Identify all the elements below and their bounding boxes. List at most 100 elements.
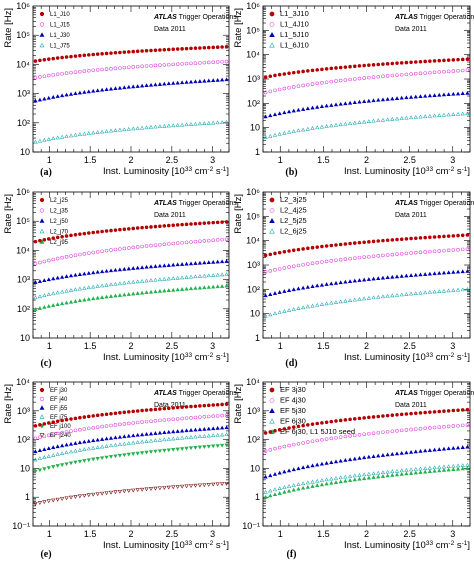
data-series: [263, 57, 470, 79]
data-point: [277, 87, 282, 92]
data-point: [171, 406, 175, 410]
data-point: [324, 124, 329, 128]
data-point: [277, 250, 282, 255]
data-point: [82, 271, 87, 276]
data-point: [343, 65, 348, 69]
data-point: [404, 60, 409, 65]
data-point: [371, 471, 376, 476]
data-point: [376, 474, 381, 479]
data-point: [310, 284, 315, 288]
data-point: [211, 426, 216, 431]
data-point: [51, 420, 56, 424]
data-point: [55, 94, 60, 98]
data-point: [272, 487, 278, 492]
data-point: [78, 427, 82, 432]
data-point: [306, 423, 310, 427]
data-point: [451, 69, 456, 73]
data-point: [153, 431, 158, 435]
data-point: [211, 220, 215, 225]
data-point: [357, 476, 362, 481]
data-point: [135, 432, 140, 437]
data-point: [334, 66, 338, 70]
data-point: [329, 123, 334, 128]
data-point: [291, 129, 296, 133]
data-point: [376, 414, 381, 419]
data-point: [385, 238, 390, 243]
data-point: [171, 123, 176, 128]
data-point: [446, 69, 451, 74]
data-point: [395, 237, 399, 242]
data-point: [395, 61, 399, 65]
data-point: [347, 298, 353, 302]
data-point: [282, 266, 287, 270]
data-point: [465, 247, 470, 251]
data-point: [149, 63, 153, 68]
data-point: [427, 289, 432, 294]
data-point: [55, 497, 60, 502]
data-point: [301, 107, 306, 111]
data-point: [179, 80, 185, 85]
data-point: [95, 413, 100, 418]
data-point: [381, 62, 385, 66]
data-point: [51, 136, 56, 141]
data-point: [64, 288, 69, 293]
data-point: [189, 222, 193, 226]
data-point: [202, 483, 207, 488]
data-point: [338, 458, 343, 463]
data-point: [441, 288, 447, 293]
data-point: [95, 130, 100, 134]
data-point: [423, 290, 428, 295]
data-point: [291, 85, 296, 89]
data-point: [224, 45, 229, 49]
data-point: [51, 73, 56, 77]
data-point: [390, 96, 395, 101]
data-point: [202, 221, 207, 225]
data-point: [409, 236, 413, 241]
data-point: [167, 62, 171, 67]
data-point: [432, 410, 437, 414]
data-point: [357, 433, 362, 437]
data-point: [352, 100, 357, 105]
data-point: [47, 57, 51, 61]
data-point: [301, 127, 306, 132]
data-point: [296, 84, 301, 88]
data-point: [376, 74, 381, 79]
data-point: [215, 414, 220, 418]
data-point: [184, 80, 189, 84]
data-point: [117, 281, 123, 286]
data-series: [33, 402, 229, 428]
data-point: [338, 78, 343, 83]
data-point: [219, 284, 225, 288]
data-point: [99, 129, 105, 134]
data-point: [456, 247, 460, 252]
data-point: [135, 49, 140, 54]
data-point: [148, 438, 154, 443]
data-point: [263, 489, 268, 494]
data-point: [140, 420, 144, 424]
data-point: [347, 121, 353, 125]
data-point: [122, 441, 127, 446]
data-point: [376, 430, 381, 435]
data-point: [455, 466, 461, 471]
x-axis-title: Inst. Luminosity [1033 cm-2 s-1]: [344, 540, 470, 552]
data-point: [117, 489, 123, 494]
data-point: [296, 247, 301, 252]
data-point: [273, 268, 277, 272]
data-point: [73, 495, 78, 499]
data-point: [118, 227, 122, 232]
data-point: [310, 484, 315, 488]
data-point: [451, 408, 456, 413]
legend-entry: EF j240: [50, 433, 71, 439]
data-point: [451, 91, 456, 96]
data-point: [441, 468, 447, 472]
data-point: [193, 415, 198, 420]
data-point: [73, 441, 78, 445]
data-point: [324, 420, 329, 424]
data-point: [423, 93, 428, 98]
data-point: [291, 483, 296, 487]
x-tick-label: 3: [450, 341, 455, 351]
data-point: [82, 231, 87, 236]
data-point: [211, 414, 215, 418]
data-point: [371, 454, 376, 458]
